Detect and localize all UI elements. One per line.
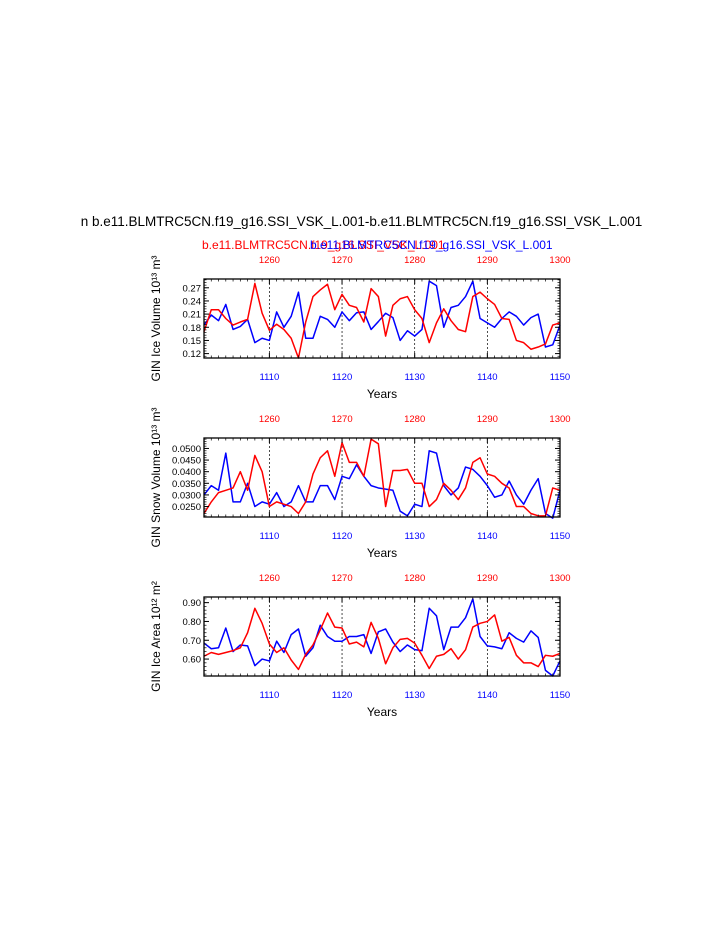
- panel-1-top-year-label: 1260: [259, 255, 280, 266]
- panel-3-ylabel: GIN Ice Area 10¹² m²: [149, 581, 163, 692]
- panel-2-frame: [203, 437, 561, 518]
- panel-2-bottom-year-label: 1110: [260, 531, 280, 542]
- panel-2-xlabel: Years: [367, 546, 397, 560]
- panel-3-top-year-label: 1280: [404, 573, 425, 584]
- panel-2-bottom-year-label: 1120: [332, 531, 352, 542]
- panel-3-top-year-label: 1290: [477, 573, 498, 584]
- panel-2-top-year-label: 1270: [331, 414, 352, 425]
- panel-2-ytick-label: 0.0250: [172, 502, 201, 513]
- subtitle-blue-case: b.e11.BLMTRC5CN.f19_g16.SSI_VSK_L.001: [310, 238, 553, 252]
- panel-3-bottom-year-label: 1140: [477, 690, 497, 701]
- panel-1-ytick-label: 0.12: [183, 349, 202, 360]
- panel-2-series-blue: [203, 450, 561, 519]
- panel-3-ytick-label: 0.80: [183, 617, 202, 628]
- panel-1-series-red: [203, 282, 561, 359]
- panel-3-ytick-label: 0.90: [183, 598, 202, 609]
- panel-3-top-year-label: 1300: [549, 573, 570, 584]
- panel-2-ytick-label: 0.0500: [172, 444, 201, 455]
- panel-1-top-year-label: 1290: [477, 255, 498, 266]
- panel-1-bottom-year-label: 1110: [260, 372, 280, 383]
- panel-1-bottom-year-label: 1120: [332, 372, 352, 383]
- panel-1-bottom-year-label: 1130: [404, 372, 424, 383]
- panel-2-bottom-year-label: 1140: [477, 531, 497, 542]
- panel-2-ytick-label: 0.0350: [172, 479, 201, 490]
- panel-3-series-blue: [203, 598, 561, 677]
- panel-2-bottom-year-label: 1130: [404, 531, 424, 542]
- panel-2-ytick-label: 0.0300: [172, 490, 201, 501]
- panel-1-ytick-label: 0.27: [183, 283, 202, 294]
- subtitle-red-case: b.e11.BLMTRC5CN.f19_g16.SSI_VSK_L.001: [202, 238, 445, 252]
- panel-3-bottom-year-label: 1150: [550, 690, 570, 701]
- panel-3-ytick-label: 0.70: [183, 636, 202, 647]
- panel-1-top-year-label: 1280: [404, 255, 425, 266]
- panel-1-bottom-year-label: 1150: [550, 372, 570, 383]
- panel-2-top-year-label: 1280: [404, 414, 425, 425]
- panel-1-xlabel: Years: [367, 387, 397, 401]
- panel-2-ylabel: GIN Snow Volume 10¹³ m³: [149, 407, 163, 547]
- panel-1-top-year-label: 1300: [549, 255, 570, 266]
- panel-3-top-year-label: 1270: [331, 573, 352, 584]
- panel-3-bottom-year-label: 1120: [332, 690, 352, 701]
- panel-2-ytick-label: 0.0450: [172, 456, 201, 467]
- panel-1-frame: [203, 278, 561, 359]
- panel-3-bottom-year-label: 1130: [404, 690, 424, 701]
- panel-2-top-year-label: 1300: [549, 414, 570, 425]
- panel-1-ylabel: GIN Ice Volume 10¹³ m³: [149, 255, 163, 381]
- panel-1-ytick-label: 0.24: [183, 296, 202, 307]
- panel-2-series-red: [203, 438, 561, 517]
- panel-1-top-year-label: 1270: [331, 255, 352, 266]
- panel-2-top-year-label: 1260: [259, 414, 280, 425]
- panel-2-top-year-label: 1290: [477, 414, 498, 425]
- chart-title: n b.e11.BLMTRC5CN.f19_g16.SSI_VSK_L.001-…: [80, 214, 643, 229]
- panel-3-bottom-year-label: 1110: [260, 690, 280, 701]
- panel-3-xlabel: Years: [367, 705, 397, 719]
- panel-2-bottom-year-label: 1150: [550, 531, 570, 542]
- panel-3-ytick-label: 0.60: [183, 655, 202, 666]
- panel-2-ytick-label: 0.0400: [172, 467, 201, 478]
- panel-1-ytick-label: 0.21: [183, 310, 202, 321]
- panel-1-ytick-label: 0.18: [183, 323, 202, 334]
- panel-3-top-year-label: 1260: [259, 573, 280, 584]
- panel-1-bottom-year-label: 1140: [477, 372, 497, 383]
- panel-1-ytick-label: 0.15: [183, 336, 202, 347]
- panel-3-series-red: [203, 607, 561, 671]
